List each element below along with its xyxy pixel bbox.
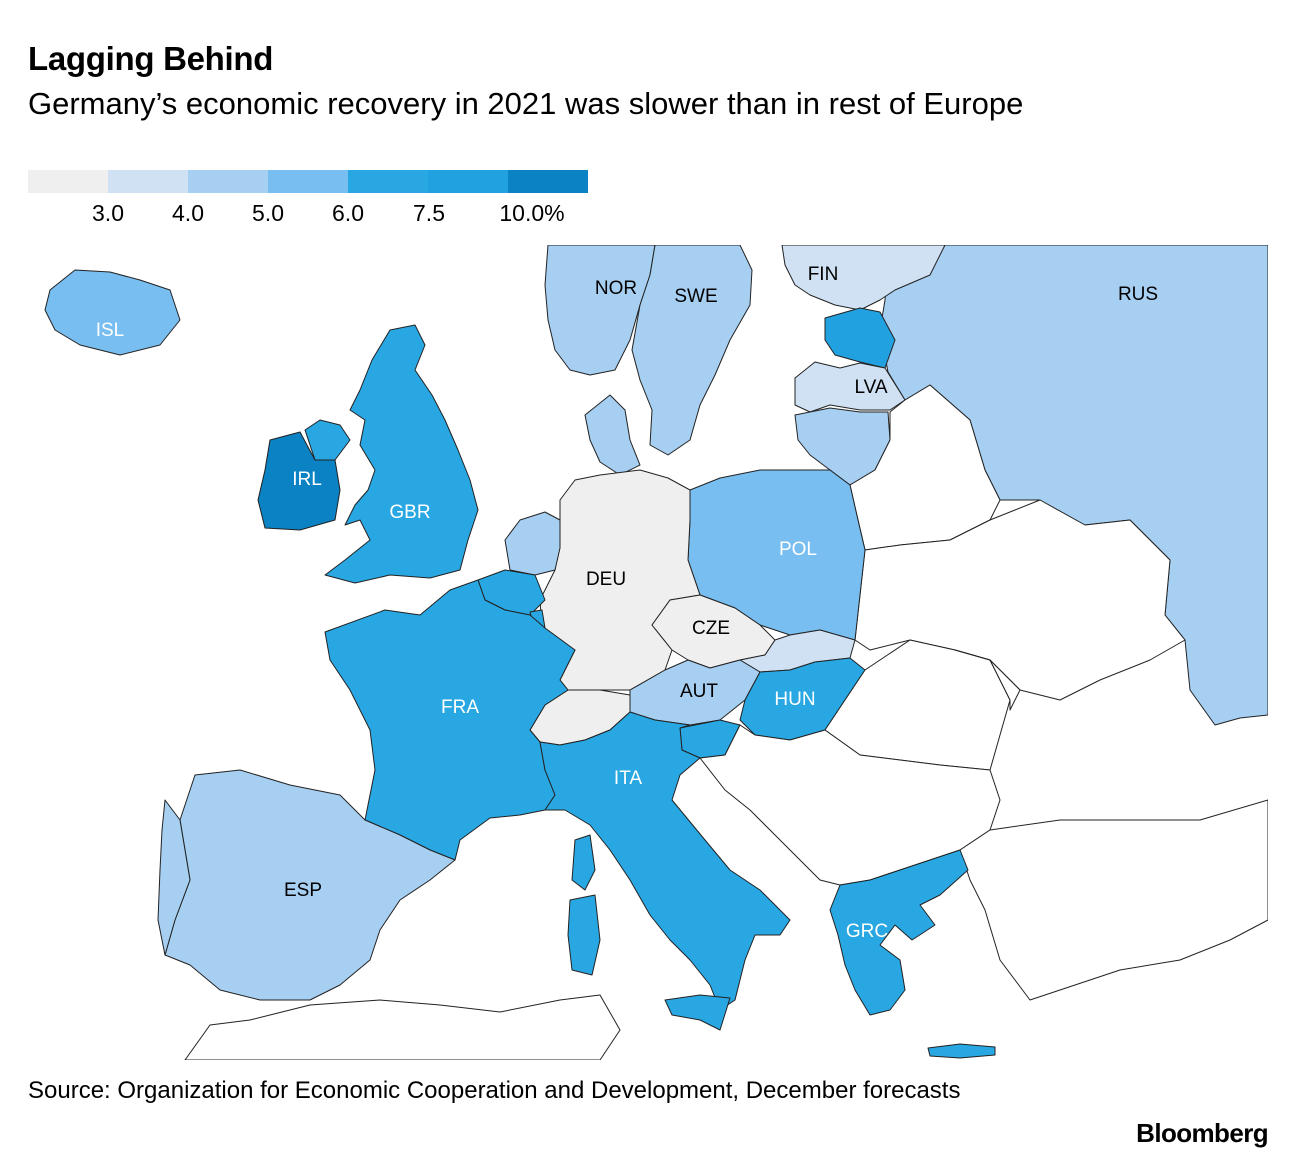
country-tur[interactable] [959,799,1268,1001]
island-sardinia[interactable] [567,894,601,976]
country-swe[interactable] [631,245,753,456]
legend-swatch-2 [188,170,268,193]
map-label-ita: ITA [614,768,642,789]
legend-swatch-4 [348,170,428,193]
map-label-aut: AUT [680,681,718,702]
chart-subtitle: Germany’s economic recovery in 2021 was … [28,86,1024,121]
legend-label-3: 6.0 [332,200,364,226]
country-grc[interactable] [829,849,969,1016]
map-label-hun: HUN [774,689,815,710]
map-label-isl: ISL [96,320,125,341]
map-label-rus: RUS [1118,284,1158,305]
legend-swatch-6 [508,170,588,193]
europe-map: ISL IRL GBR NOR SWE FIN RUS LVA POL DEU CZE AUT HUN F… [44,245,1268,1060]
island-sicily[interactable] [664,994,731,1031]
map-labels: ISL IRL GBR NOR SWE FIN RUS LVA POL DEU CZE AUT HUN F… [96,264,1158,942]
map-label-gbr: GBR [389,502,430,523]
color-legend: 3.0 4.0 5.0 6.0 7.5 10.0% [28,170,588,230]
map-label-esp: ESP [284,880,322,901]
legend-label-1: 4.0 [172,200,204,226]
legend-labels: 3.0 4.0 5.0 6.0 7.5 10.0% [28,200,588,230]
country-mda[interactable] [954,649,1021,711]
map-label-swe: SWE [674,286,717,307]
country-lva[interactable] [794,361,906,413]
country-ita[interactable] [539,711,791,1011]
island-crete[interactable] [927,1043,996,1059]
legend-label-2: 5.0 [252,200,284,226]
legend-swatch-1 [108,170,188,193]
country-dnk[interactable] [584,394,641,476]
legend-swatch-5 [428,170,508,193]
chart-title: Lagging Behind [28,40,274,77]
legend-bar [28,170,588,193]
map-label-grc: GRC [846,921,888,942]
legend-label-0: 3.0 [92,200,124,226]
map-label-fra: FRA [441,697,479,718]
map-label-cze: CZE [692,618,730,639]
country-isl[interactable] [44,269,181,356]
bloomberg-logo: Bloomberg [1136,1118,1268,1148]
map-label-deu: DEU [586,569,626,590]
map-label-nor: NOR [595,278,637,299]
map-label-pol: POL [779,539,817,560]
country-irl[interactable] [257,431,341,531]
island-corsica[interactable] [571,834,596,891]
map-label-fin: FIN [808,264,839,285]
map-label-lva: LVA [854,377,887,398]
legend-label-4: 7.5 [413,200,445,226]
source-note: Source: Organization for Economic Cooper… [28,1077,961,1104]
north-africa[interactable] [184,994,621,1060]
country-gbr[interactable] [324,324,479,584]
country-prt[interactable] [157,799,191,956]
map-label-irl: IRL [292,469,322,490]
legend-swatch-3 [268,170,348,193]
legend-swatch-0 [28,170,108,193]
country-nld[interactable] [504,511,561,576]
legend-label-5: 10.0% [499,200,565,226]
